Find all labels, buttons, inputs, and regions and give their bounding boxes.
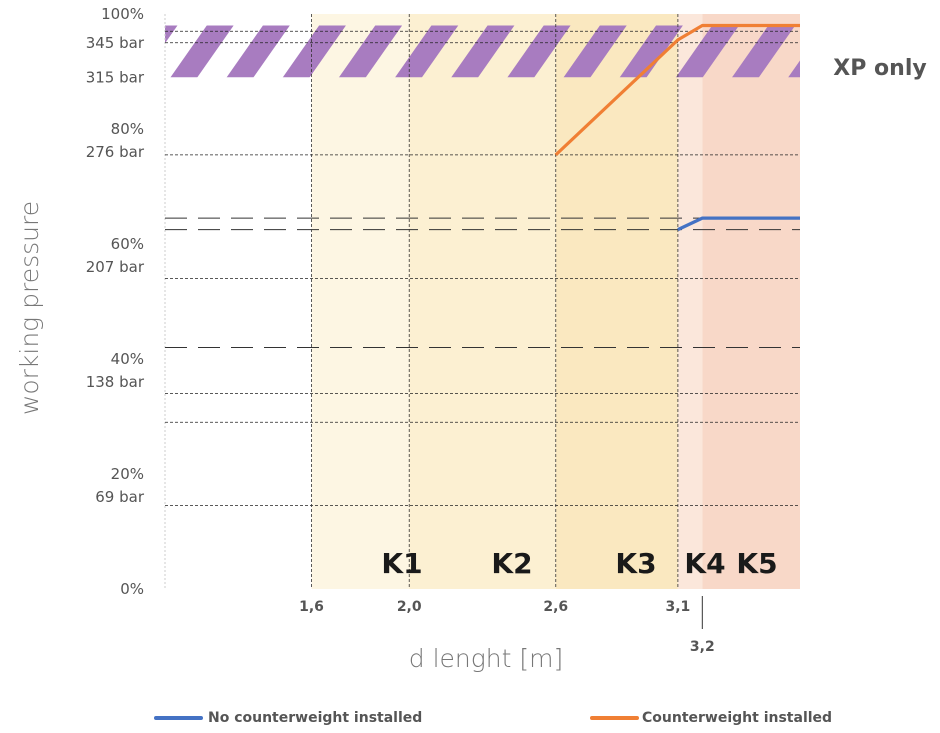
series-line-2 (554, 23, 800, 157)
y-tick-label: 0% (120, 580, 144, 598)
zone-band-k4 (677, 14, 703, 589)
y-tick-label: 69 bar (95, 488, 145, 506)
zone-label-k3: K3 (615, 547, 656, 580)
legend-label-1: No counterweight installed (208, 710, 422, 726)
y-tick-label: 60% (111, 235, 144, 253)
y-tick-label: 276 bar (86, 143, 145, 161)
xp-only-label: XP only (833, 56, 926, 81)
y-tick-label: 315 bar (86, 68, 145, 86)
y-tick-label: 138 bar (86, 373, 145, 391)
y-tick-label: 345 bar (86, 34, 145, 52)
zone-band-k2 (409, 14, 556, 589)
y-tick-label: 20% (111, 465, 144, 483)
y-tick-label: 80% (111, 120, 144, 138)
x-tick-label: 2,0 (397, 599, 422, 615)
zone-band-k3 (555, 14, 678, 589)
zone-band-k1 (311, 14, 410, 589)
zone-band-k5 (702, 14, 800, 589)
x-tick-label: 3,1 (665, 599, 690, 615)
x-tick-label: 2,6 (543, 599, 568, 615)
x-axis-title: d lenght [m] (409, 644, 563, 673)
x-tick-label: 1,6 (299, 599, 324, 615)
xp-only-band (165, 25, 800, 78)
y-axis-title: working pressure (15, 201, 44, 415)
zone-label-k4: K4 (684, 547, 725, 580)
x-tick-label: 3,2 (690, 639, 715, 655)
zone-label-k2: K2 (491, 547, 532, 580)
y-tick-label: 40% (111, 350, 144, 368)
y-tick-label: 207 bar (86, 258, 145, 276)
zone-label-k1: K1 (381, 547, 422, 580)
series-line-1 (677, 216, 800, 232)
zone-label-k5: K5 (736, 547, 777, 580)
legend-label-2: Counterweight installed (642, 710, 832, 726)
y-tick-label: 100% (101, 5, 144, 23)
